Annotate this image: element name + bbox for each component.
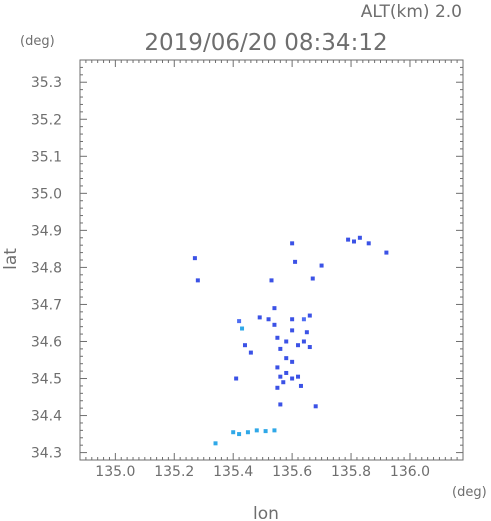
x-tick-label: 135.4 (213, 464, 253, 480)
echo-point (254, 428, 259, 433)
axis-ticks (80, 59, 464, 460)
echo-points (192, 235, 389, 446)
echo-point (234, 376, 239, 381)
echo-point (319, 263, 324, 268)
echo-point (307, 345, 312, 350)
echo-point (272, 322, 277, 327)
x-tick-labels: 135.0 135.2 135.4 135.6 135.8 136.0 (95, 464, 430, 480)
echo-point (298, 383, 303, 388)
echo-point (275, 335, 280, 340)
echo-point (290, 359, 295, 364)
echo-point (278, 346, 283, 351)
y-tick-label: 34.4 (31, 409, 62, 425)
echo-point (357, 235, 362, 240)
echo-point (290, 376, 295, 381)
echo-point (237, 319, 242, 324)
echo-point (242, 343, 247, 348)
altitude-label: ALT(km) 2.0 (361, 2, 462, 22)
echo-point (195, 278, 200, 283)
echo-point (275, 365, 280, 370)
echo-point (384, 250, 389, 255)
y-tick-label: 35.0 (31, 186, 62, 202)
y-unit-label: (deg) (20, 34, 55, 49)
echo-point (313, 404, 318, 409)
echo-point (301, 339, 306, 344)
y-tick-label: 34.6 (31, 334, 62, 350)
echo-point (245, 430, 250, 435)
y-axis-label: lat (1, 248, 21, 270)
echo-point (213, 441, 218, 446)
x-tick-label: 135.8 (331, 464, 371, 480)
echo-point (192, 256, 197, 261)
y-tick-label: 34.7 (31, 297, 62, 313)
echo-point (284, 356, 289, 361)
y-tick-label: 34.9 (31, 223, 62, 239)
echo-point (307, 313, 312, 318)
echo-point (257, 315, 262, 320)
echo-point (351, 239, 356, 244)
x-tick-label: 135.6 (272, 464, 312, 480)
echo-point (278, 374, 283, 379)
echo-point (296, 374, 301, 379)
y-tick-label: 35.1 (31, 149, 62, 165)
echo-point (290, 328, 295, 333)
echo-point (272, 428, 277, 433)
x-unit-label: (deg) (452, 485, 487, 500)
echo-point (293, 259, 298, 264)
echo-point (237, 432, 242, 437)
y-tick-label: 35.2 (31, 112, 62, 128)
echo-point (275, 385, 280, 390)
echo-point (278, 402, 283, 407)
echo-point (284, 339, 289, 344)
echo-point (281, 380, 286, 385)
y-tick-label: 35.3 (31, 75, 62, 91)
echo-point (296, 343, 301, 348)
chart-title: 2019/06/20 08:34:12 (144, 30, 387, 56)
echo-point (346, 237, 351, 242)
x-tick-label: 135.0 (95, 464, 135, 480)
echo-point (366, 241, 371, 246)
y-tick-label: 34.8 (31, 260, 62, 276)
x-tick-label: 136.0 (390, 464, 430, 480)
echo-point (301, 317, 306, 322)
echo-point (248, 350, 253, 355)
plot-frame (79, 59, 464, 461)
x-axis-label: lon (253, 504, 279, 521)
echo-point (272, 306, 277, 311)
y-tick-label: 34.3 (31, 446, 62, 462)
echo-point (269, 278, 274, 283)
echo-point (263, 429, 268, 434)
echo-point (231, 430, 236, 435)
y-tick-labels: 34.3 34.4 34.5 34.6 34.7 34.8 34.9 35.0 35.1 35.2… (31, 75, 62, 461)
echo-point (266, 317, 271, 322)
echo-point (304, 330, 309, 335)
echo-point (240, 326, 245, 331)
x-tick-label: 135.2 (154, 464, 194, 480)
echo-point (290, 241, 295, 246)
echo-point (290, 317, 295, 322)
y-tick-label: 34.5 (31, 372, 62, 388)
echo-point (284, 370, 289, 375)
echo-point (310, 276, 315, 281)
